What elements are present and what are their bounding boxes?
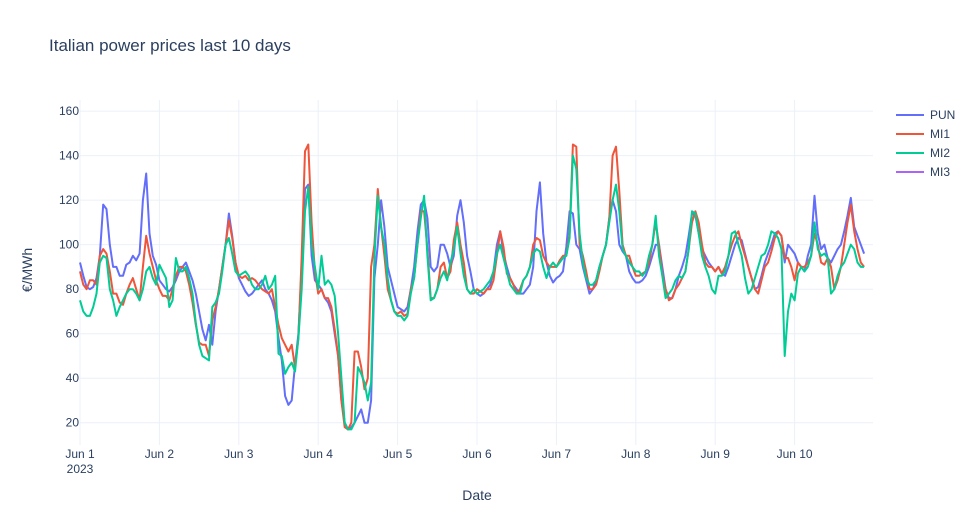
- y-tick-label: 80: [66, 282, 80, 296]
- y-tick-label: 40: [66, 371, 80, 385]
- x-tick-label: Jun 7: [542, 447, 572, 461]
- legend-label: MI2: [930, 146, 950, 160]
- legend[interactable]: PUN MI1 MI2 MI3: [896, 108, 955, 179]
- y-axis-ticks: 20 40 60 80 100 120 140 160: [59, 104, 79, 430]
- x-tick-label: Jun 9: [701, 447, 731, 461]
- legend-item-mi3[interactable]: MI3: [896, 165, 950, 179]
- x-tick-label: Jun 8: [621, 447, 651, 461]
- x-tick-label: Jun 6: [462, 447, 492, 461]
- x-tick-label: Jun 4: [304, 447, 334, 461]
- legend-label: MI3: [930, 165, 950, 179]
- x-tick-label: Jun 2: [145, 447, 175, 461]
- legend-item-pun[interactable]: PUN: [896, 108, 955, 122]
- y-tick-label: 100: [59, 238, 79, 252]
- x-tick-label: Jun 5: [383, 447, 413, 461]
- legend-item-mi1[interactable]: MI1: [896, 127, 950, 141]
- series-line-pun: [79, 172, 866, 431]
- y-tick-label: 20: [66, 416, 80, 430]
- y-axis-title: €/MWh: [19, 248, 35, 292]
- legend-label: MI1: [930, 127, 950, 141]
- x-tick-label: Jun 1: [65, 447, 95, 461]
- x-tick-label: Jun 3: [224, 447, 254, 461]
- y-tick-label: 60: [66, 327, 80, 341]
- series-lines: [79, 143, 866, 431]
- series-line-mi2: [79, 154, 865, 431]
- legend-label: PUN: [930, 108, 955, 122]
- chart-title: Italian power prices last 10 days: [49, 36, 291, 55]
- grid: [79, 100, 873, 445]
- y-tick-label: 120: [59, 193, 79, 207]
- y-tick-label: 140: [59, 149, 79, 163]
- legend-item-mi2[interactable]: MI2: [896, 146, 950, 160]
- x-tick-sublabel: 2023: [67, 462, 94, 476]
- x-axis-title: Date: [462, 487, 492, 503]
- y-tick-label: 160: [59, 104, 79, 118]
- x-tick-label: Jun 10: [777, 447, 813, 461]
